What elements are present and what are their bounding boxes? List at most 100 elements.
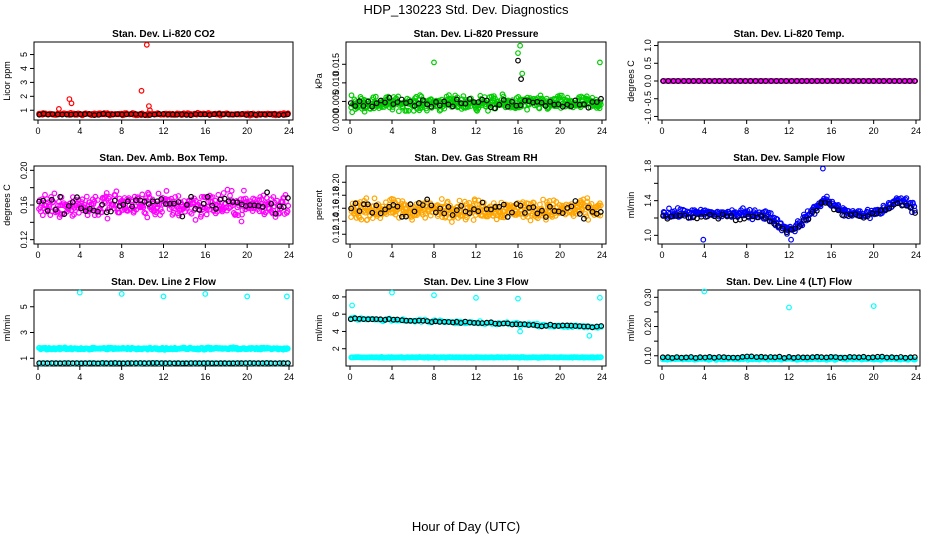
data-point [577, 210, 583, 217]
data-point [860, 78, 867, 84]
data-point [259, 203, 266, 210]
data-point [665, 78, 672, 84]
x-tick-label: 0 [659, 372, 664, 382]
data-point [234, 199, 241, 206]
data-point [480, 203, 487, 209]
data-point [377, 210, 384, 217]
data-point [268, 200, 275, 207]
data-point [239, 207, 246, 214]
data-point [788, 78, 795, 84]
data-point [509, 98, 515, 105]
x-tick-label: 24 [911, 126, 921, 136]
data-point [364, 216, 371, 223]
chart-title: Stan. Dev. Line 2 Flow [111, 277, 216, 288]
data-point [382, 206, 389, 213]
data-point [417, 92, 423, 99]
data-point [272, 214, 279, 220]
plot-frame [33, 289, 294, 367]
x-tick-label: 20 [242, 126, 252, 136]
data-point [183, 201, 190, 208]
x-tick-label: 24 [284, 126, 294, 136]
data-point [586, 332, 593, 339]
data-point [365, 98, 372, 105]
data-point [504, 213, 511, 220]
data-point [518, 76, 524, 82]
chart-panel-5: Stan. Dev. Gas Stream RH0 4 8 12 16 20 240.120… [314, 153, 607, 260]
data-point [349, 200, 356, 207]
y-tick-label: 0.10 [643, 347, 653, 365]
data-point [371, 195, 378, 202]
data-point [262, 209, 269, 216]
data-point [907, 204, 914, 211]
data-point [580, 94, 587, 101]
data-point [527, 217, 534, 224]
data-point [411, 208, 418, 215]
data-point [356, 208, 363, 215]
plot-frame [33, 41, 294, 121]
data-point [483, 97, 490, 104]
data-point [519, 70, 526, 77]
data-point [396, 108, 402, 115]
data-point [775, 222, 782, 229]
data-point [284, 345, 291, 352]
data-point [74, 194, 80, 201]
x-tick-label: 16 [200, 126, 210, 136]
data-point [441, 98, 448, 105]
data-point [365, 208, 372, 215]
data-point [500, 201, 507, 208]
data-point [432, 209, 439, 216]
data-point [912, 356, 918, 363]
data-point [269, 210, 276, 217]
data-point [788, 236, 794, 243]
data-point [51, 190, 58, 197]
x-tick-label: 0 [659, 126, 664, 136]
data-point [903, 195, 910, 202]
x-tick-label: 24 [284, 250, 294, 260]
series-3 [347, 315, 605, 331]
y-tick-label: 0.0 [643, 75, 653, 88]
data-point [758, 212, 765, 219]
chart-title: Stan. Dev. Sample Flow [733, 153, 845, 164]
data-point [348, 92, 355, 99]
data-point [559, 103, 566, 110]
data-point [466, 96, 473, 102]
data-point [568, 103, 574, 110]
data-point [500, 93, 507, 100]
data-point [48, 196, 55, 203]
data-point [450, 319, 456, 326]
data-point [78, 360, 85, 367]
data-point [272, 210, 279, 217]
data-point [411, 102, 418, 109]
data-point [188, 210, 195, 217]
data-point [82, 208, 89, 215]
data-point [428, 319, 435, 325]
data-point [196, 206, 203, 213]
y-tick-label: 0.18 [331, 186, 341, 204]
data-point [424, 107, 430, 114]
x-tick-label: 24 [597, 126, 607, 136]
data-point [597, 99, 604, 105]
data-point [373, 100, 380, 107]
chart-title: Stan. Dev. Line 4 (LT) Flow [726, 277, 852, 288]
data-point [118, 291, 125, 297]
data-point [372, 93, 379, 100]
data-point [715, 215, 722, 222]
data-point [65, 203, 72, 209]
data-point [850, 78, 857, 84]
data-point [522, 97, 528, 104]
x-tick-label: 16 [200, 250, 210, 260]
data-point [427, 212, 434, 219]
y-tick-label: 6 [331, 312, 341, 317]
data-point [449, 212, 456, 218]
data-point [536, 105, 543, 112]
data-point [719, 211, 726, 218]
data-point [711, 213, 718, 220]
data-point [873, 210, 880, 217]
data-point [534, 210, 541, 217]
series-2 [347, 57, 604, 112]
data-point [227, 192, 233, 199]
data-point [768, 78, 774, 84]
data-point [894, 200, 901, 207]
